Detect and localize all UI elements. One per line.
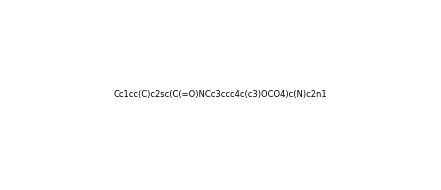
Text: Cc1cc(C)c2sc(C(=O)NCc3ccc4c(c3)OCO4)c(N)c2n1: Cc1cc(C)c2sc(C(=O)NCc3ccc4c(c3)OCO4)c(N)… <box>114 90 327 100</box>
